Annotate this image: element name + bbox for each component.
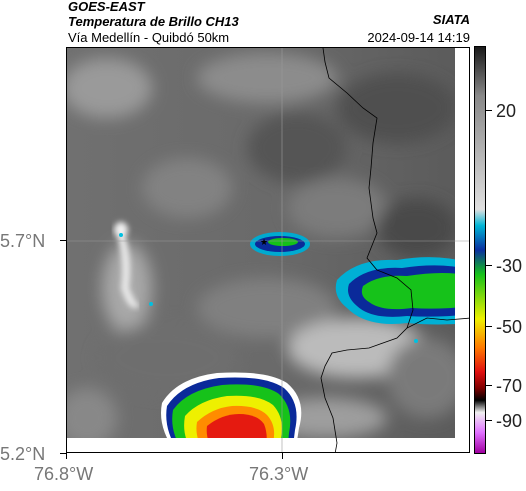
convective-cell-south bbox=[161, 372, 302, 452]
colorbar-label: -90 bbox=[496, 411, 523, 431]
temperature-colorbar bbox=[474, 46, 486, 454]
convective-cell-center bbox=[250, 232, 310, 256]
satellite-map[interactable]: ★ bbox=[66, 47, 470, 453]
colorbar-label: -30 bbox=[496, 256, 523, 276]
bright-cloud-streak bbox=[114, 222, 140, 308]
timestamp-label: 2024-09-14 14:19 bbox=[367, 30, 470, 45]
satellite-title: GOES-EAST bbox=[68, 0, 145, 14]
colorbar-label: 20 bbox=[496, 101, 517, 121]
lat-tick bbox=[60, 453, 66, 454]
department-border bbox=[320, 48, 414, 452]
colorbar-tick bbox=[486, 265, 492, 266]
colorbar-tick bbox=[486, 385, 492, 386]
source-label: SIATA bbox=[432, 12, 470, 27]
region-subtitle: Vía Medellín - Quibdó 50km bbox=[68, 30, 230, 45]
colorbar-tick bbox=[486, 420, 492, 421]
colorbar-tick bbox=[486, 110, 492, 111]
colorbar-label: -70 bbox=[496, 376, 523, 396]
colorbar-tick bbox=[486, 326, 492, 327]
colorbar-label: -50 bbox=[496, 317, 523, 337]
lat-label-2: 5.2°N bbox=[0, 444, 46, 464]
border-branch bbox=[406, 317, 469, 329]
product-title: Temperatura de Brillo CH13 bbox=[68, 14, 239, 29]
brightness-temperature-image: ★ bbox=[67, 48, 469, 452]
location-marker-icon: ★ bbox=[260, 238, 268, 248]
lon-tick bbox=[66, 453, 67, 459]
lon-label-1: 76.8°W bbox=[34, 464, 94, 484]
lon-tick bbox=[282, 453, 283, 459]
cloud-texture bbox=[67, 53, 467, 448]
lon-label-2: 76.3°W bbox=[249, 464, 309, 484]
lat-label-1: 5.7°N bbox=[0, 231, 46, 251]
convective-cell-east bbox=[335, 257, 469, 325]
lat-tick bbox=[60, 240, 66, 241]
